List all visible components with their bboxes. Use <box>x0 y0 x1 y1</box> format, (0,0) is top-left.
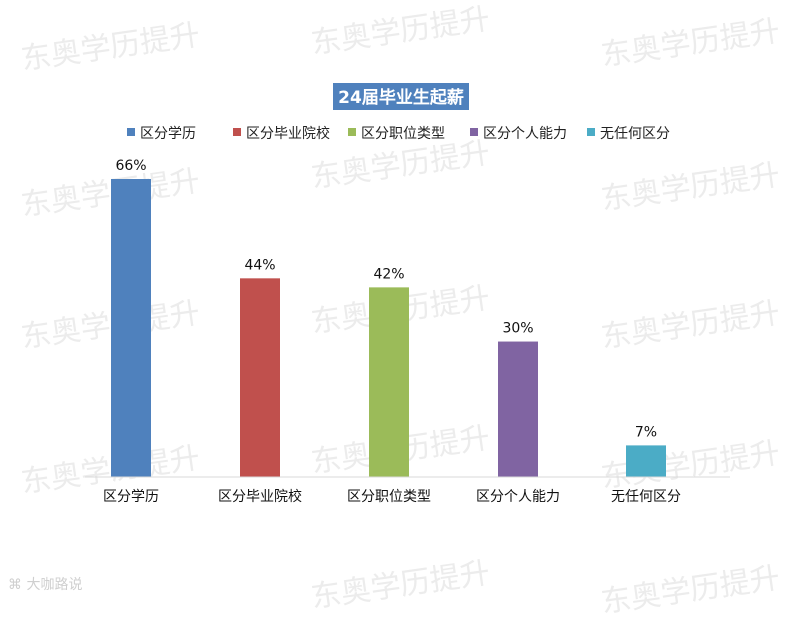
footer-logo-text: 大咖路说 <box>26 577 83 593</box>
footer-logo: ⌘ 大咖路说 <box>8 574 82 594</box>
category-label: 区分毕业院校 <box>218 488 302 505</box>
logo-icon: ⌘ <box>8 577 22 593</box>
bar <box>626 445 666 477</box>
bar-chart: 24届毕业生起薪 区分学历 区分毕业院校 区分职位类型 区分个人能力 无任何区分 66%… <box>85 83 730 505</box>
category-label: 区分个人能力 <box>476 489 560 505</box>
category-label: 区分职位类型 <box>347 489 431 505</box>
bar-group: 66% 区分学历 44% 区分毕业院校 42% 区分职位类型 30% 区分个人能力 7% 无任何区… <box>103 158 681 505</box>
legend-swatch <box>587 128 595 136</box>
legend-swatch <box>127 128 135 136</box>
category-label: 无任何区分 <box>611 489 681 505</box>
bar <box>111 179 151 477</box>
category-label: 区分学历 <box>103 489 159 505</box>
chart-title-background <box>333 83 469 110</box>
legend-item: 区分职位类型 <box>348 126 445 142</box>
data-label: 44% <box>244 257 275 273</box>
chart-title-text: 24届毕业生起薪 <box>338 87 464 108</box>
bar <box>498 341 538 477</box>
chart-title: 24届毕业生起薪 <box>333 83 469 110</box>
legend-swatch <box>348 128 356 136</box>
legend-swatch <box>470 128 478 136</box>
legend-item: 区分毕业院校 <box>233 125 330 142</box>
data-label: 7% <box>635 424 657 440</box>
bar <box>240 278 280 477</box>
legend-item: 无任何区分 <box>587 126 670 142</box>
bar <box>369 287 409 477</box>
legend-label: 无任何区分 <box>600 126 670 142</box>
chart-legend: 区分学历 区分毕业院校 区分职位类型 区分个人能力 无任何区分 <box>127 125 670 142</box>
legend-label: 区分个人能力 <box>483 126 567 142</box>
data-label: 66% <box>115 158 146 174</box>
data-label: 42% <box>373 266 404 282</box>
legend-item: 区分个人能力 <box>470 126 567 142</box>
legend-label: 区分职位类型 <box>361 126 445 142</box>
legend-item: 区分学历 <box>127 126 196 142</box>
legend-label: 区分毕业院校 <box>246 125 330 142</box>
legend-label: 区分学历 <box>140 126 196 142</box>
data-label: 30% <box>502 321 533 337</box>
legend-swatch <box>233 128 241 136</box>
